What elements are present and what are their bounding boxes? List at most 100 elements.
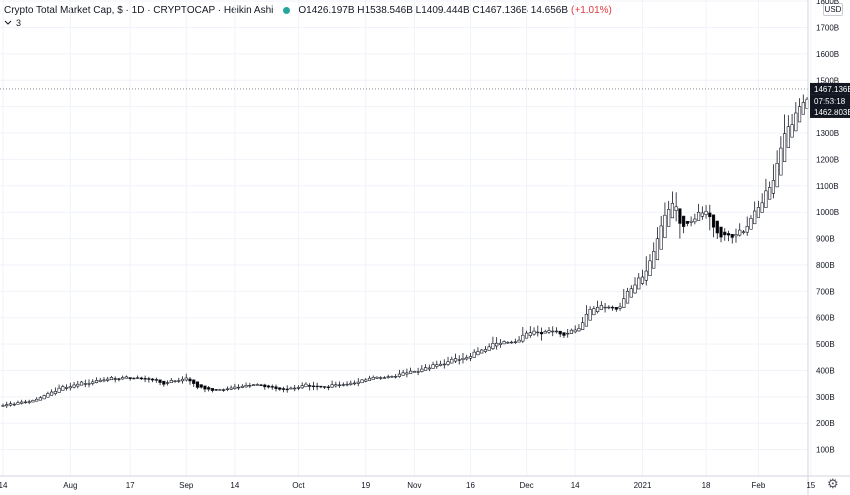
candle (457, 355, 461, 365)
candle (603, 302, 607, 313)
candle-body (154, 379, 158, 381)
candle-body (367, 377, 372, 381)
candle (431, 361, 435, 369)
candle (379, 376, 383, 380)
candle (16, 400, 20, 405)
candle-body (521, 334, 525, 342)
gear-icon[interactable]: ⚙ (827, 476, 839, 491)
candle (753, 201, 757, 225)
candle (610, 305, 615, 311)
candle-body (121, 377, 125, 380)
candle-body (270, 386, 274, 388)
symbol-title[interactable]: Crypto Total Market Cap, $ · 1D · CRYPTO… (4, 4, 274, 16)
candle-body (625, 290, 630, 304)
candle-body (308, 385, 312, 387)
candle-body (771, 180, 775, 194)
candle (700, 206, 704, 220)
candle (214, 389, 218, 391)
candle-body (371, 377, 375, 380)
candle-body (689, 220, 693, 223)
indicator-toggle[interactable]: 3 (4, 18, 21, 28)
chevron-down-icon[interactable] (4, 20, 12, 26)
candle-body (46, 393, 50, 398)
candle-body (610, 306, 615, 309)
candle (521, 327, 525, 343)
x-tick-label: 17 (126, 481, 135, 490)
candle-body (76, 383, 80, 387)
candle (581, 317, 585, 330)
candle (121, 375, 125, 380)
candle-body (274, 386, 278, 389)
candle (154, 377, 158, 383)
candle (91, 379, 95, 386)
candle-body (349, 382, 353, 385)
candle (427, 364, 431, 372)
candle-body (244, 384, 248, 388)
candle-body (577, 328, 581, 332)
candle (222, 388, 226, 392)
candle-body (293, 387, 297, 390)
candle (771, 164, 775, 199)
candle-body (214, 389, 218, 391)
candle (775, 150, 779, 188)
x-tick-label: Oct (292, 481, 305, 490)
candle (315, 382, 319, 391)
candle-body (300, 385, 304, 389)
candle-body (801, 102, 805, 115)
candle-body (61, 386, 65, 391)
candle-body (753, 210, 757, 225)
candle-body (397, 373, 402, 377)
candle (738, 223, 742, 237)
candle (278, 387, 282, 391)
candle (367, 375, 372, 381)
candle-body (8, 403, 13, 406)
candle (461, 353, 465, 364)
last-price-label-bg (810, 82, 850, 95)
candle (442, 359, 446, 369)
candle-body (554, 330, 559, 333)
candle (764, 178, 768, 208)
candle (539, 327, 544, 341)
candle-body (495, 342, 499, 347)
candle (625, 287, 630, 304)
candle (420, 365, 424, 373)
chart-grid (0, 0, 812, 476)
candle (566, 328, 570, 338)
candle (42, 394, 46, 400)
candle-body (607, 306, 611, 309)
y-tick-label: 900B (816, 235, 835, 244)
candle (412, 370, 416, 373)
candle-body (31, 400, 35, 403)
candle-body (726, 233, 731, 236)
candle (139, 376, 143, 380)
candle (20, 399, 24, 405)
candle-body (678, 208, 682, 224)
candle (356, 378, 360, 387)
candle (109, 375, 114, 381)
candle (23, 399, 28, 404)
candle-body (356, 381, 360, 384)
candle (405, 368, 409, 378)
candle-body (637, 277, 641, 290)
x-tick-label: 18 (702, 481, 711, 490)
candle (749, 215, 753, 230)
candle (409, 367, 413, 374)
candle (532, 327, 536, 336)
candle (113, 376, 117, 383)
time-axis: 14 Aug 17 Sep 14 Oct 19 Nov 16 Dec 14 2021 18 Feb 15 (0, 475, 850, 490)
candle (577, 324, 581, 332)
candlestick-series (1, 94, 809, 408)
candle-body (510, 341, 514, 344)
candle-body (199, 384, 203, 388)
candle (476, 347, 480, 356)
candle (162, 380, 166, 387)
candle-body (528, 332, 532, 336)
prev-price-label: 1462.803B (814, 108, 850, 117)
x-tick-label: 15 (806, 481, 815, 490)
candle (468, 352, 473, 362)
candle-body (760, 202, 764, 213)
candle (495, 337, 499, 350)
currency-button[interactable]: USD (823, 3, 843, 16)
candle (678, 208, 682, 239)
